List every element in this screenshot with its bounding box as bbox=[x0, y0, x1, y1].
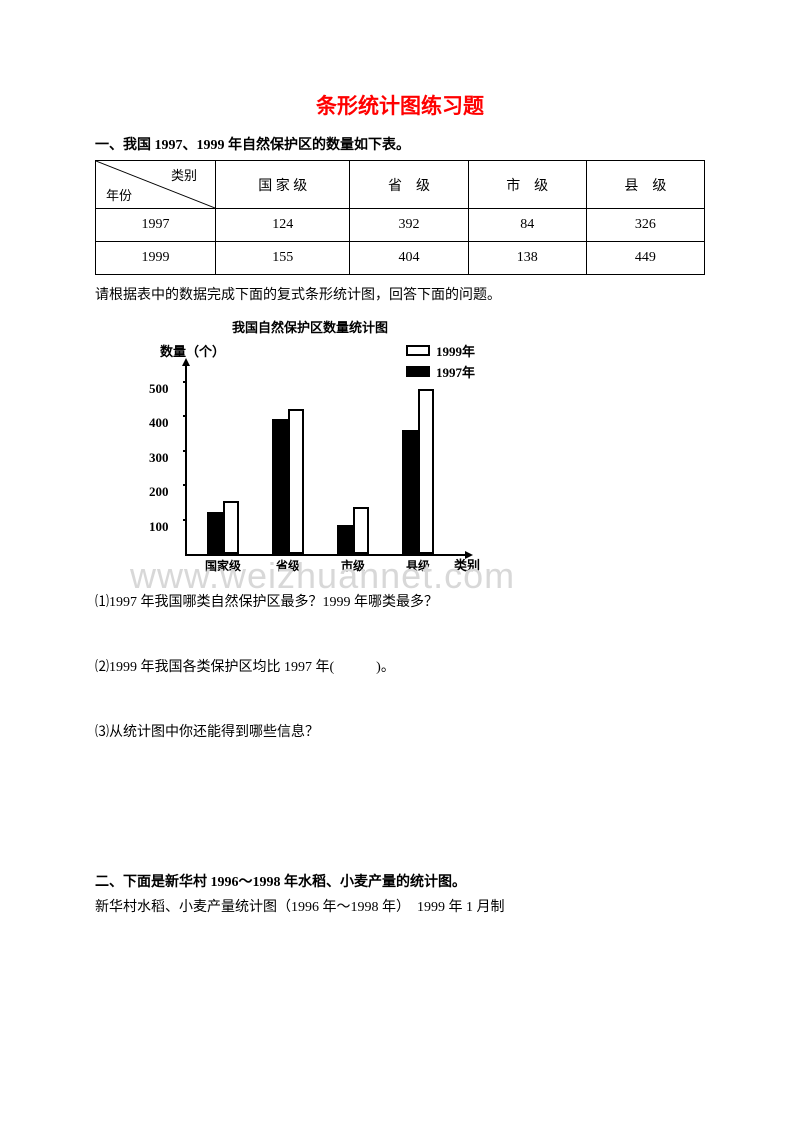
bar-1999 bbox=[223, 501, 239, 555]
cell: 392 bbox=[350, 209, 468, 242]
chart-title: 我国自然保护区数量统计图 bbox=[135, 317, 485, 336]
col-header: 县 级 bbox=[586, 161, 704, 209]
bar-group bbox=[337, 507, 369, 555]
bar-1997 bbox=[272, 419, 288, 554]
section2-heading: 二、下面是新华村 1996～1998 年水稻、小麦产量的统计图。 bbox=[95, 871, 705, 891]
row-year: 1999 bbox=[96, 242, 216, 275]
data-table: 类别 年份 国 家 级 省 级 市 级 县 级 1997 124 392 84 … bbox=[95, 160, 705, 275]
bar-1997 bbox=[207, 512, 223, 555]
col-header: 国 家 级 bbox=[216, 161, 350, 209]
section2-subtext: 新华村水稻、小麦产量统计图（1996 年～1998 年） 1999 年 1 月制 bbox=[95, 897, 705, 919]
y-tick-label: 500 bbox=[149, 381, 169, 397]
bar-1997 bbox=[337, 525, 353, 554]
legend-box-white bbox=[406, 345, 430, 356]
col-header: 省 级 bbox=[350, 161, 468, 209]
y-axis-label: 数量（个） bbox=[160, 341, 225, 360]
x-axis-label: 类别 bbox=[454, 555, 480, 574]
bar-chart: 我国自然保护区数量统计图 数量（个） 1999年 1997年 类别 100200… bbox=[135, 317, 485, 581]
bar-group bbox=[272, 409, 304, 554]
diag-top-label: 类别 bbox=[171, 165, 197, 184]
table-row: 1997 124 392 84 326 bbox=[96, 209, 705, 242]
cell: 124 bbox=[216, 209, 350, 242]
bar-1999 bbox=[418, 389, 434, 555]
diag-bottom-label: 年份 bbox=[106, 185, 132, 204]
bar-1997 bbox=[402, 430, 418, 554]
col-header: 市 级 bbox=[468, 161, 586, 209]
question-3: ⑶从统计图中你还能得到哪些信息？ bbox=[95, 721, 705, 741]
legend-label: 1999年 bbox=[436, 341, 475, 360]
row-year: 1997 bbox=[96, 209, 216, 242]
x-tick-label: 国家级 bbox=[203, 557, 243, 574]
question-2: ⑵1999 年我国各类保护区均比 1997 年( )。 bbox=[95, 656, 705, 676]
section1-heading: 一、我国 1997、1999 年自然保护区的数量如下表。 bbox=[95, 134, 705, 154]
x-tick-label: 省级 bbox=[268, 557, 308, 574]
page-title: 条形统计图练习题 bbox=[95, 90, 705, 120]
bar-group bbox=[207, 501, 239, 555]
y-arrow-icon bbox=[182, 358, 190, 366]
cell: 404 bbox=[350, 242, 468, 275]
cell: 84 bbox=[468, 209, 586, 242]
y-tick-label: 100 bbox=[149, 519, 169, 535]
cell: 326 bbox=[586, 209, 704, 242]
x-tick-label: 市级 bbox=[333, 557, 373, 574]
x-tick-label: 县级 bbox=[398, 557, 438, 574]
table-row: 1999 155 404 138 449 bbox=[96, 242, 705, 275]
cell: 449 bbox=[586, 242, 704, 275]
instruction-text: 请根据表中的数据完成下面的复式条形统计图，回答下面的问题。 bbox=[95, 285, 705, 307]
cell: 138 bbox=[468, 242, 586, 275]
bar-group bbox=[402, 389, 434, 555]
question-1: ⑴1997 年我国哪类自然保护区最多？1999 年哪类最多？ bbox=[95, 591, 705, 611]
y-tick-label: 400 bbox=[149, 415, 169, 431]
y-tick-label: 200 bbox=[149, 484, 169, 500]
table-diag-header: 类别 年份 bbox=[96, 161, 216, 209]
plot-area: 类别 100200300400500国家级省级市级县级 bbox=[185, 366, 465, 556]
bar-1999 bbox=[288, 409, 304, 554]
y-tick-label: 300 bbox=[149, 450, 169, 466]
bar-1999 bbox=[353, 507, 369, 555]
cell: 155 bbox=[216, 242, 350, 275]
